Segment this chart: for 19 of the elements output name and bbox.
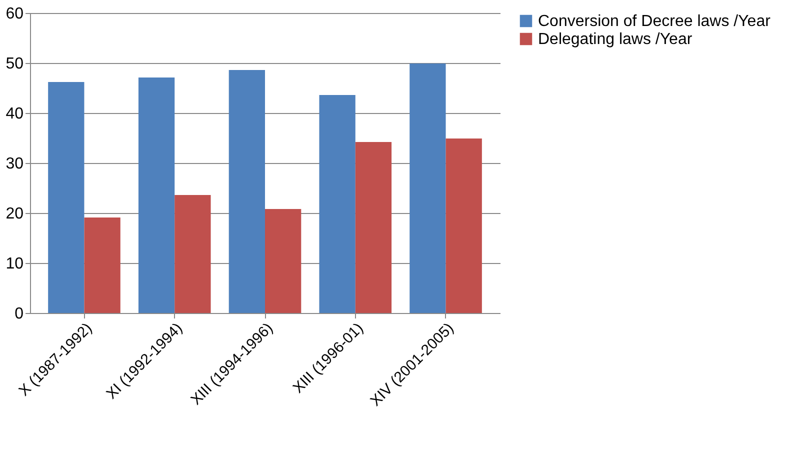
y-tick-label: 10 (6, 256, 24, 272)
y-tick-label: 60 (6, 6, 24, 22)
y-tick-label: 50 (6, 56, 24, 72)
y-tick-label: 40 (6, 106, 24, 122)
y-tick-label: 30 (6, 156, 24, 172)
legend-label: Delegating laws /Year (538, 31, 693, 48)
bar (48, 82, 84, 313)
y-tick-label: 0 (14, 306, 24, 322)
bar (228, 70, 265, 313)
y-tick-label: 20 (6, 206, 24, 222)
bar (84, 218, 120, 313)
bar (319, 95, 356, 313)
bar (446, 138, 482, 313)
bar (410, 64, 446, 313)
bar (265, 209, 302, 313)
legend-label: Conversion of Decree laws /Year (538, 13, 772, 30)
bar (355, 142, 392, 313)
bar (138, 78, 175, 313)
bar (174, 195, 211, 313)
